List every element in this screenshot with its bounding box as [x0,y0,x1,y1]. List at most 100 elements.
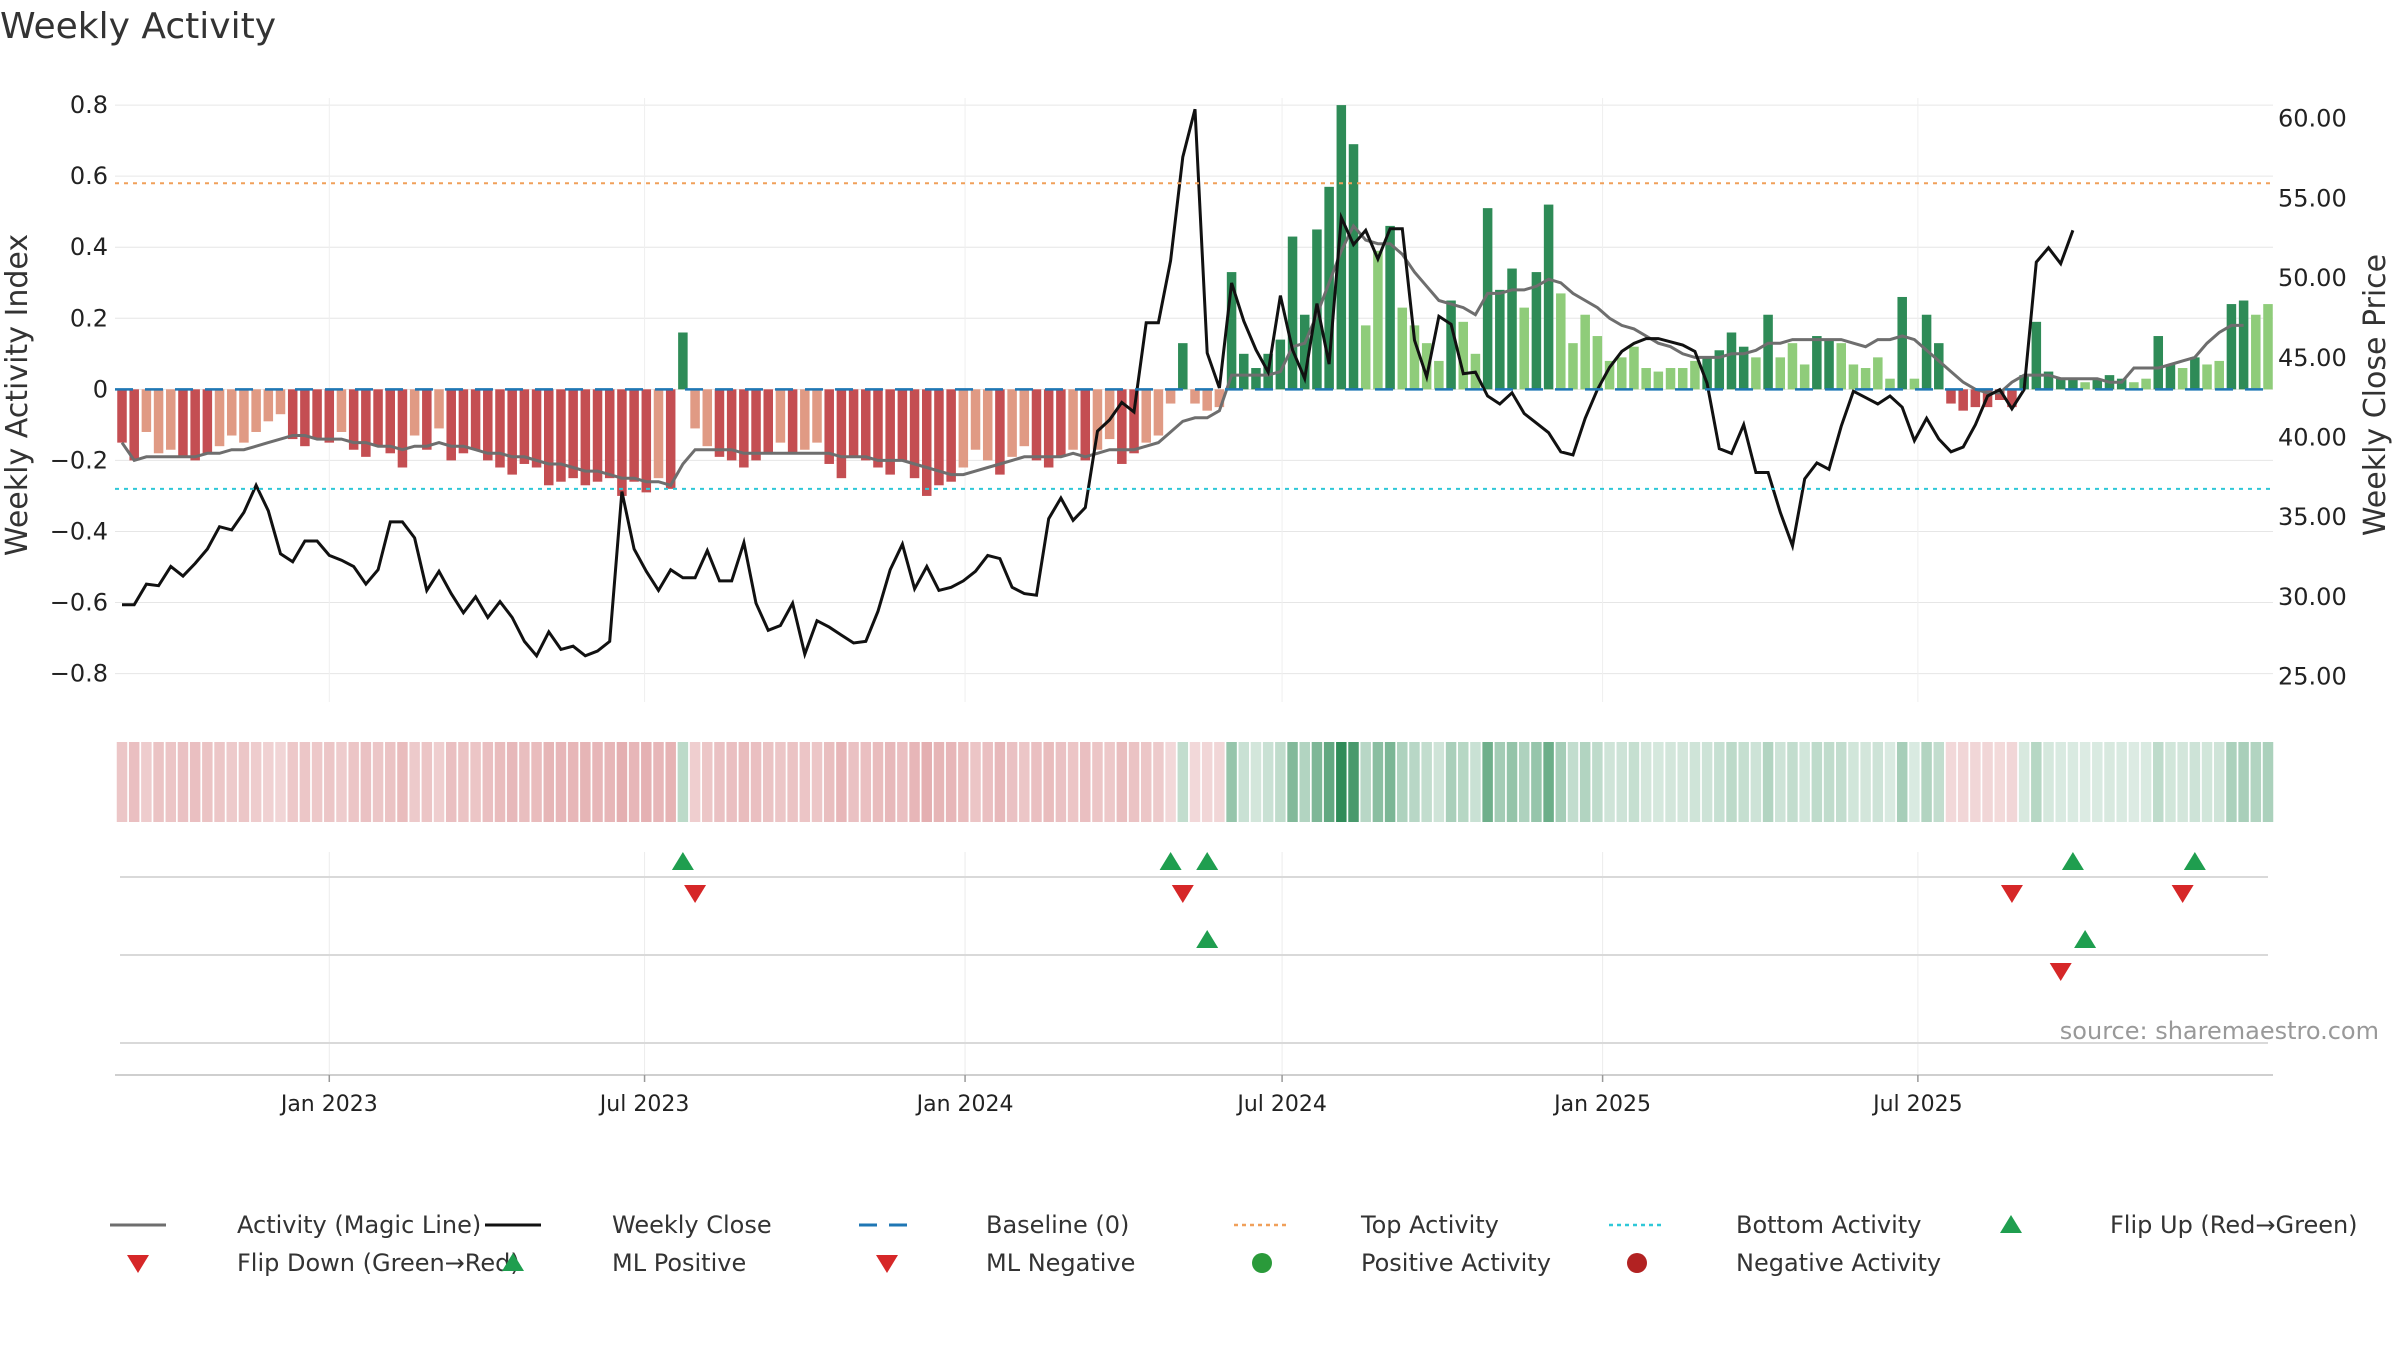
heat-strip-cell [1323,742,1335,822]
heat-strip-cell [1921,742,1932,822]
heat-strip-cell [263,742,274,822]
heat-strip-cell [1250,742,1262,822]
activity-bar [1726,332,1737,390]
activity-bar [226,389,237,436]
activity-bar [1629,346,1639,390]
activity-bar [800,389,810,450]
heat-strip-cell [2213,742,2225,822]
heat-strip-cell [2201,742,2213,822]
activity-bar [995,389,1005,475]
heat-strip-cell [275,742,286,822]
activity-bar [483,389,493,461]
heat-strip-cell [848,742,859,822]
activity-bar [775,389,786,443]
legend-item: ML Negative [876,1249,1135,1277]
heat-strip-cell [1153,742,1164,822]
activity-bar [1336,105,1347,390]
right-tick-label: 55.00 [2278,184,2347,212]
activity-bar [324,389,335,443]
flip-up-marker [2183,852,2206,870]
heat-strip-cell [1397,742,1408,822]
left-tick-label: −0.6 [50,589,108,617]
activity-bar [568,389,578,479]
activity-bar [2214,360,2224,390]
ylabel-right: Weekly Close Price [2358,254,2393,536]
heat-strip-cell [933,742,945,822]
flip-down-marker [684,885,707,903]
activity-bar [1641,368,1651,390]
heat-strip-cell [1458,742,1469,822]
heat-strip-cell [2238,742,2249,822]
heat-strip-cell [1311,742,1323,822]
heat-strip-cell [921,742,932,822]
heat-strip-cell [2067,742,2079,822]
legend-label: ML Positive [612,1249,746,1277]
heat-strip-cell [397,742,408,822]
activity-bar [580,389,591,486]
activity-bar [2177,368,2188,390]
heat-strip-cell [677,742,689,822]
activity-bar [1592,336,1603,390]
activity-bar [556,389,566,482]
activity-bar [2007,389,2017,408]
heat-strip-cell [1884,742,1896,822]
activity-bars [117,105,2273,496]
left-tick-label: −0.8 [50,660,108,688]
activity-bar [2116,378,2127,390]
heat-strip-cell [1616,742,1628,822]
heat-strip-cell [836,742,847,822]
activity-bar [1239,353,1249,390]
activity-bar [1446,300,1456,390]
activity-bar [921,389,932,496]
heat-strip-cell [1019,742,1030,822]
heat-strip-cell [324,742,335,822]
legend-item: Bottom Activity [1609,1211,1921,1239]
heat-strip-cell [2092,742,2103,822]
activity-bar [1251,368,1261,390]
heat-strip-cell [1506,742,1518,822]
activity-bar [2141,378,2151,390]
heat-strip-cell [2262,742,2274,822]
heat-strip-cell [519,742,530,822]
flip-down-marker [2000,885,2023,903]
heat-strip-cell [628,742,640,822]
heat-strip-cell [433,742,445,822]
ml-positive-marker [2074,930,2097,948]
activity-bar [507,389,517,475]
heat-strip-cell [116,742,128,822]
heat-strip-cell [1811,742,1823,822]
heat-strip-cell [2006,742,2018,822]
activity-bar [885,389,895,475]
heat-strip-cell [945,742,957,822]
heat-strip-cell [1287,742,1298,822]
left-tick-label: 0.2 [70,304,108,332]
heat-strip-cell [482,742,494,822]
activity-bar [641,389,652,493]
activity-bar [1543,204,1554,390]
activity-bar [873,389,883,468]
flip-down-marker [1171,885,1194,903]
right-tick-label: 45.00 [2278,344,2347,372]
heat-strip-cell [1482,742,1493,822]
heat-strip-cell [2128,742,2140,822]
activity-bar [1202,389,1212,411]
heat-strip-cell [1116,742,1128,822]
left-tick-label: 0.8 [70,91,108,119]
legend-label: Flip Up (Red→Green) [2110,1211,2358,1239]
heat-strip-cell [1567,742,1579,822]
heat-strip-cell [823,742,835,822]
legend-label: Positive Activity [1361,1249,1551,1277]
heat-strip-cell [1409,742,1420,822]
activity-bar [1946,389,1956,404]
activity-bar [1690,360,1700,390]
heat-strip-cell [2104,742,2115,822]
heat-strip-cell [348,742,359,822]
left-tick-label: 0 [93,375,108,403]
activity-bar [239,389,249,443]
activity-bar [2031,321,2042,390]
ml-negative-marker [2049,963,2072,981]
activity-bar [726,389,737,461]
activity-bar [2080,382,2090,390]
activity-bar [1360,325,1371,390]
legend-label: Top Activity [1360,1211,1499,1239]
